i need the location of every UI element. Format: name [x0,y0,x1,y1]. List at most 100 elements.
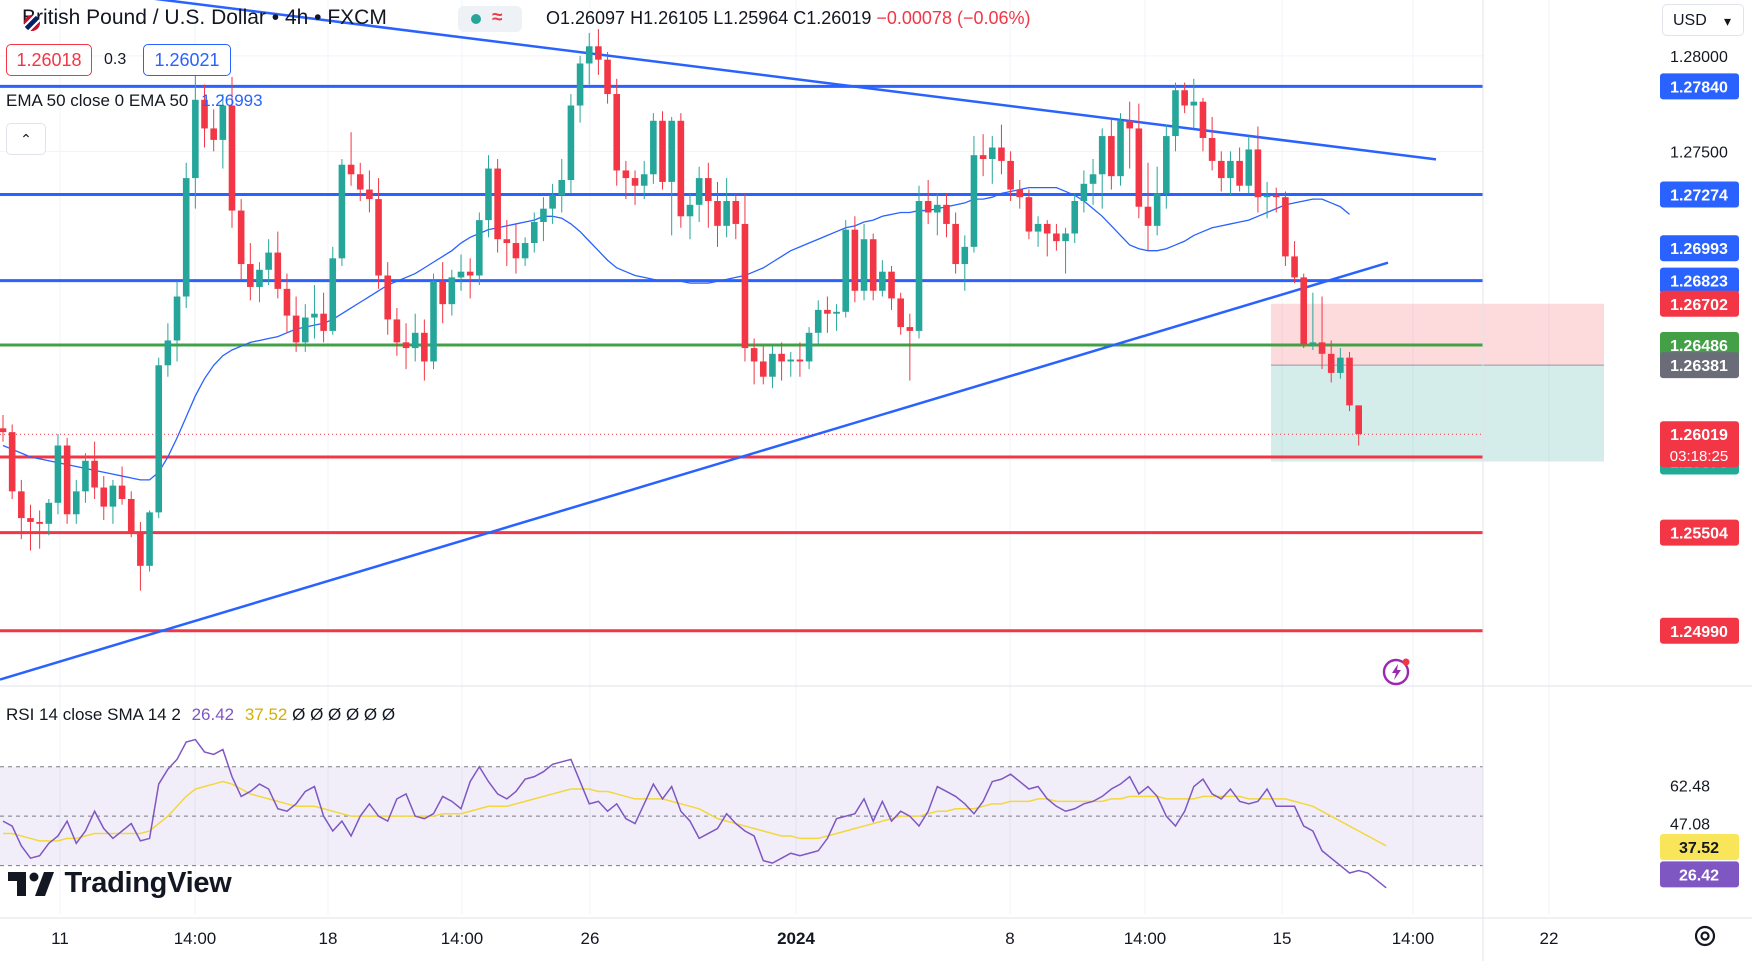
candle [512,223,520,274]
market-status-pill[interactable]: ≈ [458,6,522,32]
candle-body [1291,256,1298,278]
candle-body [356,174,364,190]
candle-body [1272,195,1280,198]
candle [54,434,62,515]
candle [1126,101,1133,169]
candle [393,307,401,356]
time-tick-label: 8 [1005,929,1014,948]
candle-body [1236,160,1243,186]
tradingview-logo[interactable]: TradingView [8,867,232,899]
candle [265,239,272,286]
candle [356,162,364,202]
candle [82,453,89,503]
candle-body [1071,201,1079,234]
candle [705,162,712,228]
candle-body [0,428,7,433]
candle [622,160,630,200]
time-tick-label: 15 [1273,929,1292,948]
candle-body [1282,197,1289,257]
gbp-flag-icon [24,15,40,31]
candle-body [879,271,886,291]
candle-body [100,487,108,507]
candle [576,55,584,123]
candle [109,479,117,524]
candle [1318,296,1326,370]
candle [1254,126,1262,213]
candle-body [430,281,437,362]
candle-body [1172,90,1179,137]
candle [934,193,941,236]
candle [1071,193,1079,244]
symbol-title-text: British Pound / U.S. Dollar • 4h • FXCM [22,6,387,29]
candle [466,258,474,299]
buy-button[interactable]: 1.26021 [143,44,231,76]
rsi-tick-label: 47.08 [1670,816,1710,833]
candle [1034,216,1042,247]
candle [842,220,850,318]
candle [274,231,282,299]
candle-body [1190,101,1198,106]
candle-body [1163,136,1170,194]
flash-alert-icon[interactable] [1382,656,1412,686]
candle-body [1144,206,1152,226]
currency-selector[interactable]: USD ▾ [1662,4,1744,36]
candle-body [45,502,53,524]
sell-button[interactable]: 1.26018 [6,44,92,76]
symbol-title[interactable]: British Pound / U.S. Dollar • 4h • FXCM [22,6,387,31]
level-price-label-bg [1660,332,1739,359]
candle [1309,292,1317,350]
time-tick-label: 26 [581,929,600,948]
candle-body [1254,149,1262,198]
candle-body [824,309,831,314]
time-tick-label: 2024 [777,929,815,948]
price-label-ema-bg [1660,235,1739,262]
candle [402,323,410,370]
time-tick-label: 18 [319,929,338,948]
candle-body [1062,233,1069,242]
ohlc-high: H1.26105 [630,8,709,28]
candle-body [1327,353,1335,373]
candle-body [411,332,419,349]
candle-body [237,210,245,265]
candles [0,29,1362,591]
collapse-legend-button[interactable]: ⌃ [6,123,46,155]
candle [1016,180,1024,209]
candle-body [1300,277,1308,345]
candle-body [970,155,978,247]
candle [100,476,108,520]
candle-body [421,332,428,362]
candle [979,134,987,177]
candle [640,160,648,200]
candle [1117,113,1124,186]
last-price-label: 1.26019 03:18:25 [1660,421,1739,468]
candle-body [137,531,144,566]
candle-body [869,239,877,291]
candle [558,158,566,213]
level-price-label: 1.24990 [1660,617,1739,644]
candle-body [127,498,135,532]
candle-body [961,246,969,265]
candle-body [1227,160,1234,179]
ema-legend[interactable]: EMA 50 close 0 EMA 50 1.26993 [6,91,263,111]
candle [759,346,767,385]
candle-body [109,485,117,507]
candle-body [1337,357,1344,373]
candle-body [329,258,337,331]
candle [814,300,822,347]
candle-body [1181,90,1188,106]
candle [329,246,337,335]
candle-body [274,252,282,289]
candle [485,155,492,238]
candle-body [265,252,272,270]
gear-icon[interactable] [1692,923,1718,949]
candle [1208,116,1216,171]
candle [549,183,556,224]
candle [1043,220,1051,257]
candle [1181,82,1188,114]
data-delay-icon: ≈ [492,7,503,28]
candle-body [595,46,602,60]
candle-body [915,201,923,331]
rsi-legend[interactable]: RSI 14 close SMA 14 2 26.42 37.52 Ø Ø Ø … [6,705,395,725]
rsi-line [2,738,1387,889]
